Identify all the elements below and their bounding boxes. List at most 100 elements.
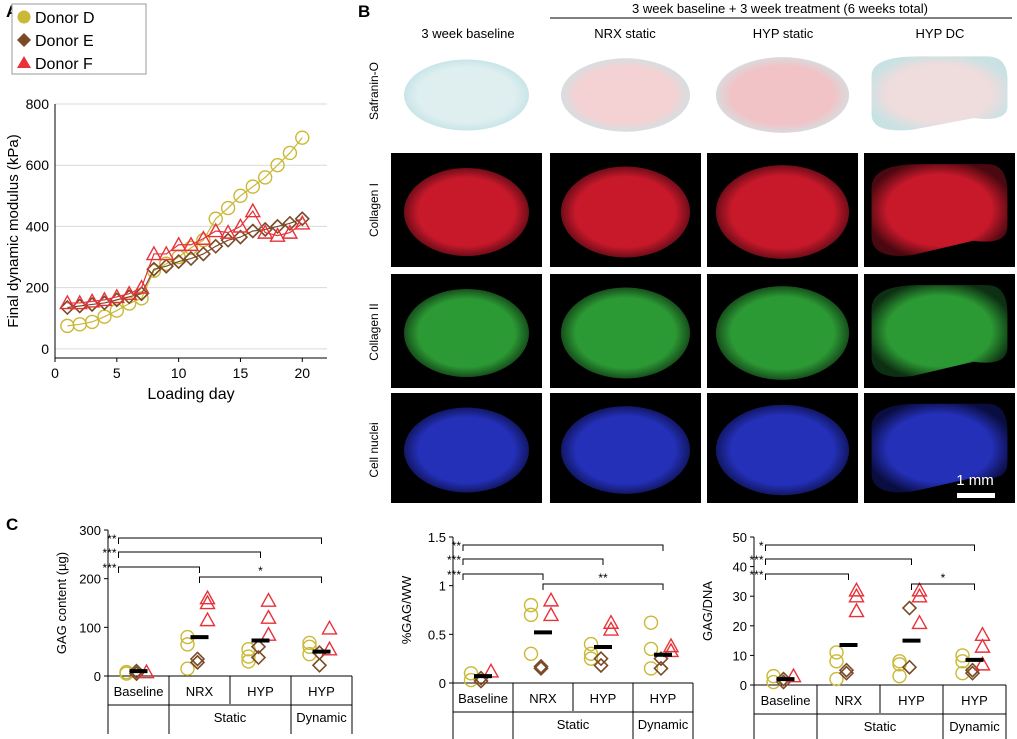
category-label: Baseline <box>458 691 508 706</box>
data-point <box>260 626 277 641</box>
data-point <box>294 211 310 227</box>
significance-bracket <box>118 537 322 544</box>
data-point <box>257 221 273 238</box>
data-point <box>523 607 539 623</box>
data-point <box>219 224 237 239</box>
data-point <box>199 611 216 627</box>
tile-3-3 <box>864 393 1015 503</box>
category-label: NRX <box>186 684 214 699</box>
significance-bracket <box>765 573 849 580</box>
data-point <box>171 253 187 270</box>
data-point <box>281 224 299 239</box>
tissue-section <box>560 287 691 379</box>
tissue-section <box>403 167 530 257</box>
data-point <box>199 594 216 610</box>
data-point <box>269 227 286 242</box>
significance-bracket <box>199 576 322 583</box>
y-tick-label: 800 <box>26 96 50 112</box>
tile-0-0 <box>403 59 530 131</box>
category-label: HYP <box>308 684 335 699</box>
data-point <box>311 657 328 673</box>
significance-bracket <box>765 544 975 551</box>
y-tick-label: 1.5 <box>428 530 446 545</box>
group-label: Dynamic <box>296 710 347 725</box>
data-point <box>270 158 285 173</box>
data-point <box>463 666 479 681</box>
data-point <box>602 614 620 629</box>
category-label: HYP <box>247 684 274 699</box>
data-point <box>901 600 918 616</box>
data-point <box>59 299 75 316</box>
data-point <box>848 581 865 597</box>
column-header-hyp-dc: HYP DC <box>916 26 965 41</box>
y-tick-label: 20 <box>733 619 747 634</box>
tile-0-3 <box>871 56 1008 131</box>
data-point <box>282 145 298 161</box>
tissue-section <box>715 286 850 380</box>
data-point <box>269 218 286 235</box>
legend-marker-circle <box>17 10 31 24</box>
data-point <box>250 649 267 666</box>
column-header-baseline: 3 week baseline <box>421 26 514 41</box>
data-point <box>911 581 928 597</box>
legend-box <box>11 3 147 75</box>
row-label-collagen-2: Collagen II <box>367 303 381 360</box>
y-tick-label: 40 <box>733 560 747 575</box>
data-point <box>523 597 539 613</box>
category-label: HYP <box>650 691 677 706</box>
group-label: Static <box>557 717 590 732</box>
group-label: Static <box>864 719 897 734</box>
significance-label: ** <box>452 539 462 553</box>
tissue-section <box>715 57 850 133</box>
tissue-section <box>403 288 530 378</box>
data-point <box>838 662 855 678</box>
significance-label: *** <box>749 568 763 582</box>
significance-bracket <box>911 583 975 590</box>
data-point <box>195 246 211 262</box>
data-point <box>583 646 599 661</box>
x-tick-label: 20 <box>294 365 310 381</box>
data-point <box>282 215 298 231</box>
tile-3-2 <box>707 393 858 503</box>
tile-2-1 <box>550 274 701 388</box>
data-point <box>295 130 310 145</box>
data-point <box>195 230 212 245</box>
data-point <box>473 673 489 689</box>
data-point <box>892 654 907 669</box>
data-point <box>302 639 317 654</box>
significance-label: * <box>258 564 263 578</box>
data-point <box>220 200 236 216</box>
y-tick-label: 30 <box>733 589 747 604</box>
treatment-header: 3 week baseline + 3 week treatment (6 we… <box>632 1 928 16</box>
significance-label: * <box>941 571 946 585</box>
data-point <box>302 635 317 651</box>
data-point <box>84 314 100 330</box>
legend-a: Donor D Donor E Donor F <box>11 3 147 75</box>
significance-label: *** <box>102 546 116 560</box>
x-tick-label: 15 <box>233 365 249 381</box>
significance-bracket <box>118 566 200 573</box>
tile-1-1 <box>550 153 701 267</box>
tissue-section <box>871 164 1008 256</box>
y-tick-label: 300 <box>79 523 101 538</box>
category-label: Baseline <box>114 684 164 699</box>
data-point <box>244 202 262 218</box>
category-label: HYP <box>961 693 988 708</box>
tissue-section <box>871 56 1008 131</box>
tissue-section <box>560 406 691 494</box>
scale-bar-label: 1 mm <box>956 472 994 489</box>
legend-label-donor-d: Donor D <box>35 10 95 27</box>
group-label: Dynamic <box>638 717 689 732</box>
tissue-section <box>871 285 1008 377</box>
significance-label: * <box>759 539 764 553</box>
tissue-section <box>560 58 691 132</box>
data-point <box>829 671 844 687</box>
x-tick-label: 5 <box>113 365 121 381</box>
significance-bracket <box>462 558 604 565</box>
legend-label-donor-f: Donor F <box>35 56 93 73</box>
y-tick-label: 0 <box>94 669 101 684</box>
series-line-1 <box>67 218 303 309</box>
category-label: HYP <box>590 691 617 706</box>
y-tick-label: 400 <box>26 218 50 234</box>
